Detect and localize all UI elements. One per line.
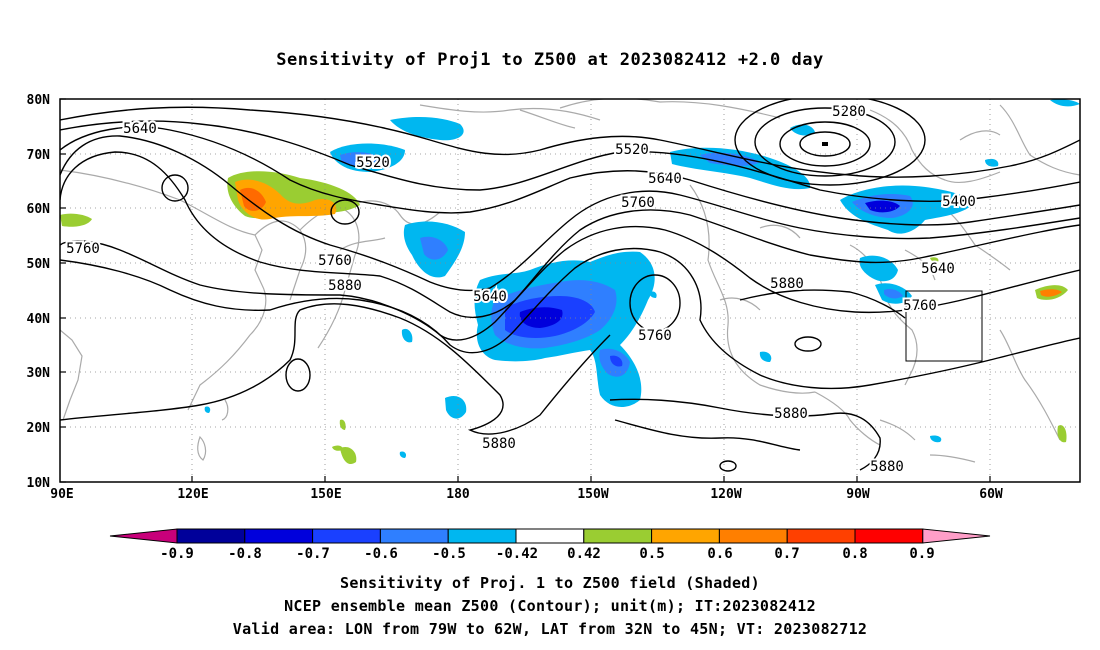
lon-label: 120E bbox=[177, 487, 208, 502]
lat-label: 80N bbox=[27, 93, 51, 108]
contour-label: 5760 bbox=[66, 241, 100, 257]
lat-label: 40N bbox=[27, 312, 51, 327]
contour-label: 5880 bbox=[770, 276, 804, 292]
contour-label: 5520 bbox=[356, 155, 390, 171]
contour-label: 5760 bbox=[638, 328, 672, 344]
contour-label: 5880 bbox=[774, 406, 808, 422]
colorbar-label: -0.7 bbox=[296, 546, 330, 562]
colorbar-label: 0.9 bbox=[909, 546, 934, 562]
lon-label: 60W bbox=[979, 487, 1003, 502]
colorbar-labels: -0.9 -0.8 -0.7 -0.6 -0.5 -0.42 0.42 0.5 … bbox=[160, 546, 935, 562]
contour-label: 5640 bbox=[473, 289, 507, 305]
colorbar-swatch bbox=[922, 528, 991, 544]
lon-label: 180 bbox=[446, 487, 470, 502]
colorbar-label: -0.5 bbox=[432, 546, 466, 562]
colorbar-label: 0.8 bbox=[842, 546, 867, 562]
z500-contours bbox=[60, 99, 1080, 472]
plot-frame bbox=[59, 98, 1081, 483]
colorbar-swatch bbox=[379, 528, 449, 544]
map-title: Sensitivity of Proj1 to Z500 at 20230824… bbox=[276, 50, 824, 70]
contour-label: 5880 bbox=[482, 436, 516, 452]
colorbar-label: 0.6 bbox=[707, 546, 732, 562]
colorbar-swatch bbox=[244, 528, 314, 544]
lon-label: 90W bbox=[846, 487, 870, 502]
lat-label: 70N bbox=[27, 148, 51, 163]
sensitivity-shading bbox=[60, 99, 1080, 465]
lon-label: 150E bbox=[310, 487, 341, 502]
colorbar-label: -0.6 bbox=[364, 546, 398, 562]
lat-label: 30N bbox=[27, 366, 51, 381]
contour-label-group: 5280 5400 5520 5520 5640 5640 5640 5640 … bbox=[64, 102, 978, 477]
colorbar-swatch bbox=[109, 528, 178, 544]
colorbar-label: 0.7 bbox=[774, 546, 799, 562]
colorbar-swatch bbox=[312, 528, 381, 544]
lat-axis: 80N 70N 60N 50N 40N 30N 20N 10N bbox=[27, 93, 51, 491]
colorbar-swatch bbox=[854, 528, 924, 544]
colorbar-label: -0.8 bbox=[228, 546, 262, 562]
colorbar-swatch bbox=[651, 528, 720, 544]
lon-label: 150W bbox=[577, 487, 608, 502]
contour-label: 5760 bbox=[318, 253, 352, 269]
coastlines bbox=[60, 99, 1080, 463]
lon-label: 120W bbox=[710, 487, 741, 502]
contour-label: 5880 bbox=[870, 459, 904, 475]
contour-label: 5760 bbox=[621, 195, 655, 211]
colorbar-swatch bbox=[718, 528, 788, 544]
contour-label: 5400 bbox=[942, 194, 976, 210]
axis-ticks bbox=[60, 98, 991, 483]
lat-label: 10N bbox=[27, 476, 51, 491]
contour-label: 5640 bbox=[648, 171, 682, 187]
contour-label: 5880 bbox=[328, 278, 362, 294]
footer-line-3: Valid area: LON from 79W to 62W, LAT fro… bbox=[232, 620, 868, 638]
colorbar-label: -0.42 bbox=[496, 546, 538, 562]
colorbar-swatch bbox=[447, 528, 517, 544]
contour-label: 5640 bbox=[921, 261, 955, 277]
contour-label: 5760 bbox=[903, 298, 937, 314]
footer-line-1: Sensitivity of Proj. 1 to Z500 field (Sh… bbox=[340, 574, 760, 592]
lat-label: 50N bbox=[27, 257, 51, 272]
colorbar-label: 0.5 bbox=[639, 546, 664, 562]
colorbar-swatch bbox=[176, 528, 246, 544]
colorbar-swatch bbox=[515, 528, 585, 544]
colorbar-swatch bbox=[786, 528, 856, 544]
colorbar bbox=[109, 528, 991, 544]
contour-label: 5520 bbox=[615, 142, 649, 158]
lat-label: 60N bbox=[27, 202, 51, 217]
colorbar-label: 0.42 bbox=[567, 546, 601, 562]
valid-area-box bbox=[905, 290, 983, 362]
contour-label: 5280 bbox=[832, 104, 866, 120]
lat-label: 20N bbox=[27, 421, 51, 436]
colorbar-swatch bbox=[583, 528, 653, 544]
contour-label: 5640 bbox=[123, 121, 157, 137]
colorbar-label: -0.9 bbox=[160, 546, 194, 562]
lon-label: 90E bbox=[50, 487, 73, 502]
footer-line-2: NCEP ensemble mean Z500 (Contour); unit(… bbox=[284, 597, 816, 615]
lat-lon-grid bbox=[60, 99, 1080, 482]
lon-axis: 90E 120E 150E 180 150W 120W 90W 60W bbox=[50, 487, 1003, 502]
